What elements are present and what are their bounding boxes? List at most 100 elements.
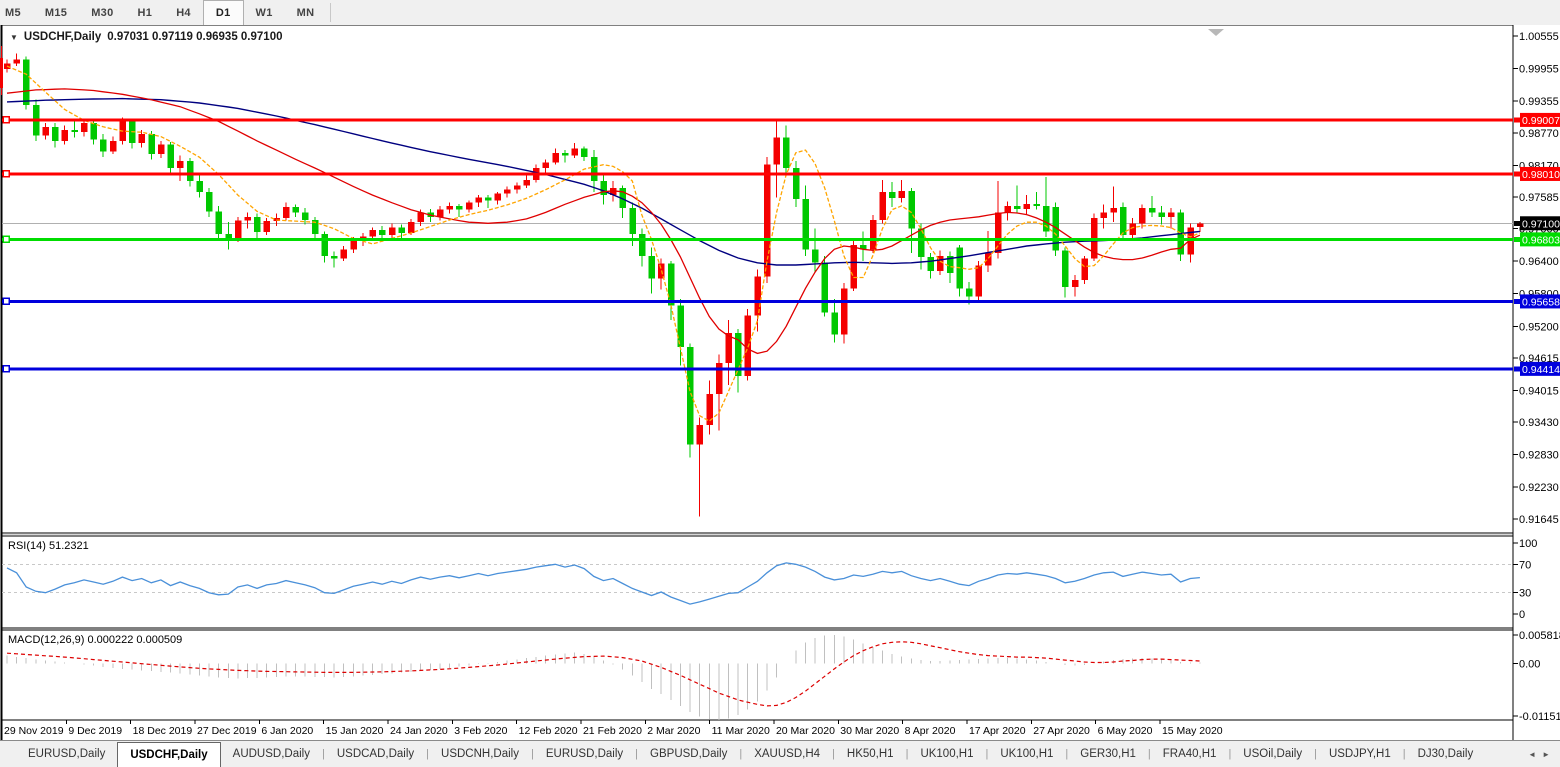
- svg-text:0.00: 0.00: [1519, 659, 1540, 671]
- tab-separator: |: [832, 748, 835, 760]
- hline-badge: 0.98010: [1522, 169, 1560, 181]
- price-tick: 0.96400: [1519, 256, 1559, 268]
- chart-tab-gbpusd-daily[interactable]: GBPUSD,Daily: [650, 748, 728, 760]
- timeframe-button-d1[interactable]: D1: [202, 0, 244, 25]
- hline-badge: 0.94414: [1522, 364, 1560, 376]
- date-tick: 27 Dec 2019: [197, 725, 257, 737]
- chart-tab-usdchf-daily[interactable]: USDCHF,Daily: [117, 742, 221, 767]
- date-tick: 17 Apr 2020: [969, 725, 1026, 737]
- chart-tab-usdjpy-h1[interactable]: USDJPY,H1: [1328, 748, 1391, 760]
- svg-text:30: 30: [1519, 588, 1531, 600]
- chart-tab-uk100-h1[interactable]: UK100,H1: [1000, 748, 1054, 760]
- date-tick: 30 Mar 2020: [840, 725, 899, 737]
- chart-svg[interactable]: 1.005550.999550.993550.987700.981700.975…: [0, 25, 1560, 740]
- timeframe-button-mn[interactable]: MN: [296, 6, 315, 19]
- timeframe-button-h1[interactable]: H1: [137, 6, 153, 19]
- toolbar-separator: [330, 3, 332, 22]
- svg-text:0: 0: [1519, 609, 1525, 621]
- tab-separator: |: [321, 748, 325, 760]
- horizontal-lines-layer: 0.99007 0.98010 0.96803 0.95658 0.94414: [2, 112, 1560, 376]
- price-tick: 1.00555: [1519, 31, 1559, 43]
- date-tick: 21 Feb 2020: [583, 725, 642, 737]
- date-tick: 24 Jan 2020: [390, 725, 448, 737]
- hline-badge: 0.99007: [1522, 115, 1560, 127]
- chart-tab-hk50-h1[interactable]: HK50,H1: [846, 748, 894, 760]
- chart-tab-xauusd-h4[interactable]: XAUUSD,H4: [754, 748, 821, 760]
- chart-tabs-bar: EURUSD,Daily USDCHF,Daily AUDUSD,Daily | USD…: [0, 740, 1560, 767]
- tab-scroll-arrows: ◄ ►: [1518, 741, 1560, 767]
- price-tick: 0.97585: [1519, 192, 1559, 204]
- date-tick: 20 Mar 2020: [776, 725, 835, 737]
- price-tick: 0.98770: [1519, 128, 1559, 140]
- timeframe-button-h4[interactable]: H4: [176, 6, 191, 19]
- chart-tab-ger30-h1[interactable]: GER30,H1: [1080, 748, 1136, 760]
- svg-text:100: 100: [1519, 538, 1537, 550]
- date-tick: 8 Apr 2020: [905, 725, 956, 737]
- date-tick: 3 Feb 2020: [454, 725, 507, 737]
- ma-medium-line: [6, 88, 1201, 355]
- date-tick: 15 May 2020: [1162, 725, 1223, 737]
- chart-area[interactable]: 1.00555 0.99955 0.99355 0.98770 0.98170 0.975…: [0, 25, 1560, 740]
- timeframe-button-m30[interactable]: M30: [91, 6, 114, 19]
- date-tick: 9 Dec 2019: [68, 725, 122, 737]
- tab-separator: |: [1228, 748, 1232, 760]
- tab-separator: |: [1314, 748, 1317, 760]
- svg-text:-0.01151: -0.01151: [1519, 711, 1560, 723]
- svg-text:70: 70: [1519, 559, 1531, 571]
- timeframe-toolbar: M5 M15 M30 H1 H4 D1 W1 MN: [0, 0, 1560, 26]
- date-tick: 27 Apr 2020: [1033, 725, 1090, 737]
- chart-frame: [0, 25, 1514, 740]
- timeframe-button-m15[interactable]: M15: [44, 6, 68, 19]
- hline-badge: 0.96803: [1522, 234, 1560, 246]
- rsi-line: [6, 562, 1200, 605]
- macd-label: MACD(12,26,9) 0.000222 0.000509: [8, 634, 182, 646]
- ma-slow-line: [6, 97, 1200, 266]
- chart-tab-usdcad-daily[interactable]: USDCAD,Daily: [336, 748, 415, 760]
- tab-separator: |: [985, 748, 989, 760]
- tab-scroll-left-icon[interactable]: ◄: [1528, 749, 1537, 759]
- rsi-panel: 100 70 30 0 RSI(14) 51.2321: [2, 538, 1537, 621]
- scroll-to-end-icon[interactable]: [1208, 29, 1224, 36]
- candles-layer[interactable]: [4, 53, 1204, 517]
- chart-tab-eurusd-daily[interactable]: EURUSD,Daily: [28, 748, 106, 760]
- chart-tab-usoil-daily[interactable]: USOil,Daily: [1243, 748, 1303, 760]
- tab-scroll-right-icon[interactable]: ►: [1542, 749, 1550, 759]
- price-tick: 0.93430: [1519, 417, 1559, 429]
- price-tick: 0.92830: [1519, 450, 1559, 462]
- current-price-badge: 0.97100: [1514, 216, 1560, 231]
- left-edge-partial-candle: [0, 46, 3, 95]
- price-tick: 0.92230: [1519, 482, 1559, 494]
- chart-tab-fra40-h1[interactable]: FRA40,H1: [1162, 748, 1217, 760]
- chart-tab-audusd-daily[interactable]: AUDUSD,Daily: [232, 748, 310, 760]
- svg-text:0.005818: 0.005818: [1519, 630, 1560, 642]
- tab-separator: |: [426, 748, 430, 760]
- date-axis: 29 Nov 2019 9 Dec 2019 18 Dec 2019 27 Dec 2…: [1, 720, 1223, 737]
- rsi-label: RSI(14) 51.2321: [8, 540, 89, 552]
- date-tick: 2 Mar 2020: [647, 725, 700, 737]
- date-tick: 11 Mar 2020: [712, 725, 770, 737]
- date-tick: 18 Dec 2019: [133, 725, 193, 737]
- timeframe-button-m5[interactable]: M5: [5, 6, 21, 19]
- date-tick: 6 Jan 2020: [261, 725, 313, 737]
- chart-tab-usdcnh-daily[interactable]: USDCNH,Daily: [441, 748, 519, 760]
- tab-separator: |: [905, 748, 909, 760]
- tab-separator: |: [530, 748, 534, 760]
- tab-separator: |: [739, 748, 743, 760]
- tab-separator: |: [1147, 748, 1151, 760]
- chart-symbol-label: USDCHF,Daily: [23, 31, 102, 43]
- price-tick: 0.95200: [1519, 321, 1559, 333]
- tabs-container: EURUSD,Daily USDCHF,Daily AUDUSD,Daily | USD…: [0, 741, 1518, 767]
- chart-tab-dj30-daily[interactable]: DJ30,Daily: [1417, 748, 1474, 760]
- chart-ohlc-values: 0.97031 0.97119 0.96935 0.97100: [107, 31, 283, 43]
- tab-separator: |: [1402, 748, 1406, 760]
- timeframe-button-w1[interactable]: W1: [255, 6, 273, 19]
- chart-tab-uk100-h1[interactable]: UK100,H1: [920, 748, 974, 760]
- macd-panel: 0.005818 0.00 -0.01151 MACD(12,26,9) 0.0002…: [6, 630, 1560, 723]
- date-tick: 12 Feb 2020: [519, 725, 578, 737]
- chevron-down-icon[interactable]: ▼: [10, 32, 18, 42]
- svg-text:0.97100: 0.97100: [1522, 218, 1560, 230]
- price-tick: 0.91645: [1519, 514, 1559, 526]
- chart-tab-eurusd-daily[interactable]: EURUSD,Daily: [545, 748, 624, 760]
- ma-fast-line: [6, 65, 1201, 422]
- date-tick: 15 Jan 2020: [326, 725, 384, 737]
